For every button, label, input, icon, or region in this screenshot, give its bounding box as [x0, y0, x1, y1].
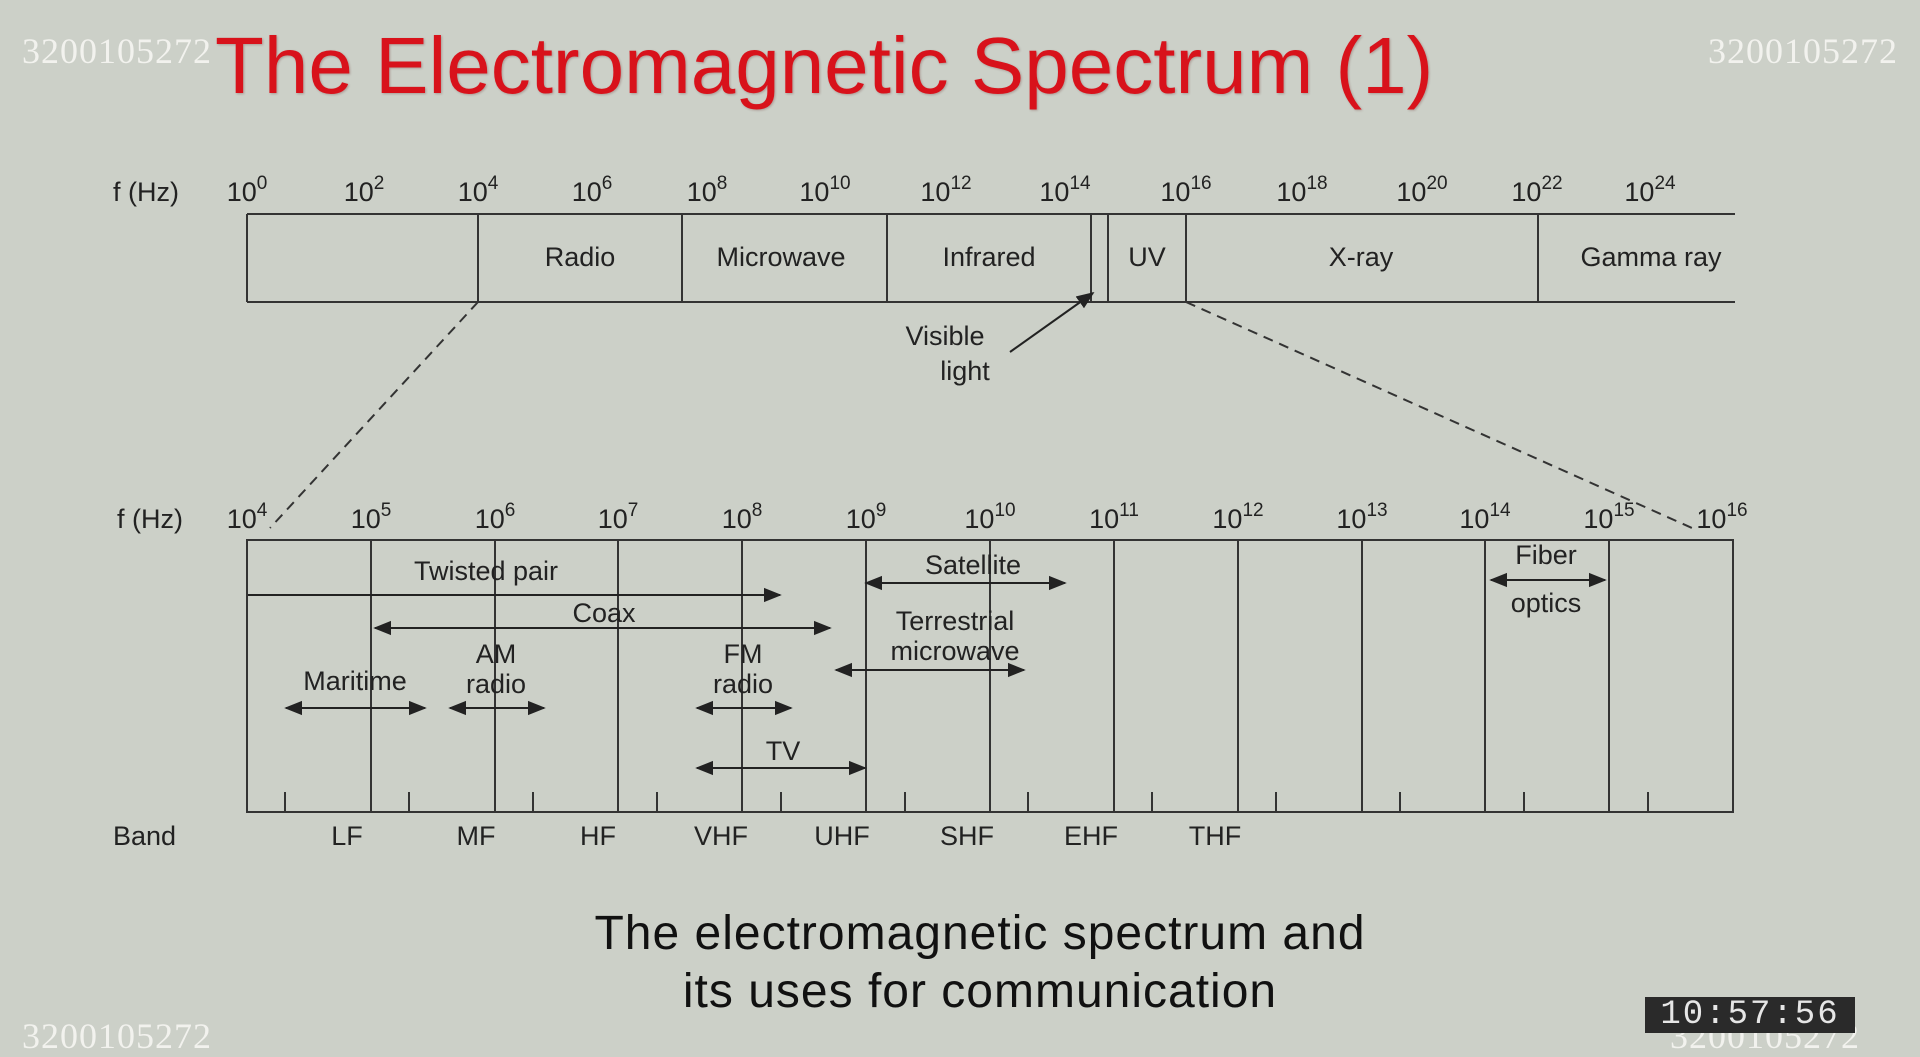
timestamp-overlay: 10:57:56 [1645, 997, 1855, 1033]
slide-title: The Electromagnetic Spectrum (1) [215, 21, 1434, 110]
use-am-radio-2: radio [466, 669, 526, 699]
region-infrared: Infrared [942, 242, 1035, 272]
band-hf: HF [580, 821, 616, 851]
bottom-tick-4: 108 [722, 500, 763, 534]
zoom-line-right [1185, 301, 1693, 529]
bottom-axis-label: f (Hz) [117, 504, 183, 534]
top-tick-10: 1020 [1396, 173, 1447, 207]
top-tick-7: 1014 [1039, 173, 1091, 207]
top-axis-label: f (Hz) [113, 177, 179, 207]
top-tick-9: 1018 [1276, 173, 1327, 207]
use-fm-radio-2: radio [713, 669, 773, 699]
bottom-tick-10: 1014 [1459, 500, 1511, 534]
use-arrows [248, 572, 1607, 776]
bottom-tick-labels: 104 105 106 107 108 109 1010 1011 1012 1013 1014 10… [227, 500, 1748, 534]
bottom-tick-6: 1010 [964, 500, 1015, 534]
use-am-radio-1: AM [476, 639, 517, 669]
bottom-tick-12: 1016 [1696, 500, 1747, 534]
slide: 3200105272 3200105272 3200105272 3200105… [0, 21, 1920, 1056]
region-gamma-ray: Gamma ray [1580, 242, 1722, 272]
use-terrestrial-2: microwave [890, 636, 1019, 666]
top-tick-labels: 100 102 104 106 108 1010 1012 1014 1016 1018 1020 1… [227, 173, 1676, 207]
top-tick-5: 1010 [799, 173, 850, 207]
region-xray: X-ray [1329, 242, 1394, 272]
region-radio: Radio [545, 242, 616, 272]
bottom-tick-11: 1015 [1583, 500, 1634, 534]
band-ehf: EHF [1064, 821, 1118, 851]
watermark-right: 3200105272 [1708, 31, 1898, 71]
watermark-bottom-left: 3200105272 [22, 1016, 212, 1056]
bottom-tick-0: 104 [227, 500, 268, 534]
top-tick-2: 104 [458, 173, 499, 207]
visible-light-label-1: Visible [905, 321, 984, 351]
spectrum-diagram: f (Hz) 100 102 104 106 108 1010 1012 1014 1016 10… [113, 173, 1748, 851]
visible-light-pointer [1009, 291, 1095, 353]
top-tick-6: 1012 [920, 173, 971, 207]
use-fiber-1: Fiber [1515, 540, 1577, 570]
top-tick-1: 102 [344, 173, 385, 207]
band-vhf: VHF [694, 821, 748, 851]
bottom-tick-2: 106 [475, 500, 516, 534]
band-label: Band [113, 821, 176, 851]
top-tick-12: 1024 [1624, 173, 1676, 207]
band-names: LF MF HF VHF UHF SHF EHF THF [331, 821, 1241, 851]
top-tick-0: 100 [227, 173, 268, 207]
use-fm-radio-1: FM [724, 639, 763, 669]
bottom-tick-9: 1013 [1336, 500, 1387, 534]
band-lf: LF [331, 821, 363, 851]
watermark-left: 3200105272 [22, 31, 212, 71]
top-spectrum-bar [246, 213, 1735, 303]
bottom-tick-8: 1012 [1212, 500, 1263, 534]
use-twisted-pair: Twisted pair [414, 556, 558, 586]
band-shf: SHF [940, 821, 994, 851]
use-coax: Coax [572, 598, 636, 628]
region-microwave: Microwave [716, 242, 845, 272]
use-terrestrial-1: Terrestrial [896, 606, 1015, 636]
bottom-tick-7: 1011 [1089, 500, 1139, 534]
top-tick-11: 1022 [1511, 173, 1562, 207]
top-tick-3: 106 [572, 173, 613, 207]
region-uv: UV [1128, 242, 1166, 272]
use-fiber-2: optics [1511, 588, 1582, 618]
band-mf: MF [457, 821, 496, 851]
caption-line-1: The electromagnetic spectrum and [594, 907, 1366, 960]
caption-line-2: its uses for communication [682, 965, 1278, 1018]
bottom-tick-5: 109 [846, 500, 887, 534]
visible-light-label-2: light [940, 356, 990, 386]
use-maritime: Maritime [303, 666, 407, 696]
band-thf: THF [1189, 821, 1241, 851]
zoom-line-left [269, 301, 479, 529]
top-tick-4: 108 [687, 173, 728, 207]
use-tv: TV [766, 736, 801, 766]
bottom-tick-3: 107 [598, 500, 639, 534]
bottom-tick-1: 105 [351, 500, 392, 534]
band-uhf: UHF [814, 821, 870, 851]
use-satellite: Satellite [925, 550, 1021, 580]
top-region-labels: Radio Microwave Infrared UV X-ray Gamma … [545, 242, 1722, 272]
top-tick-8: 1016 [1160, 173, 1211, 207]
slide-caption: The electromagnetic spectrum and its use… [0, 905, 1920, 1021]
band-minor-ticks [284, 792, 1649, 812]
